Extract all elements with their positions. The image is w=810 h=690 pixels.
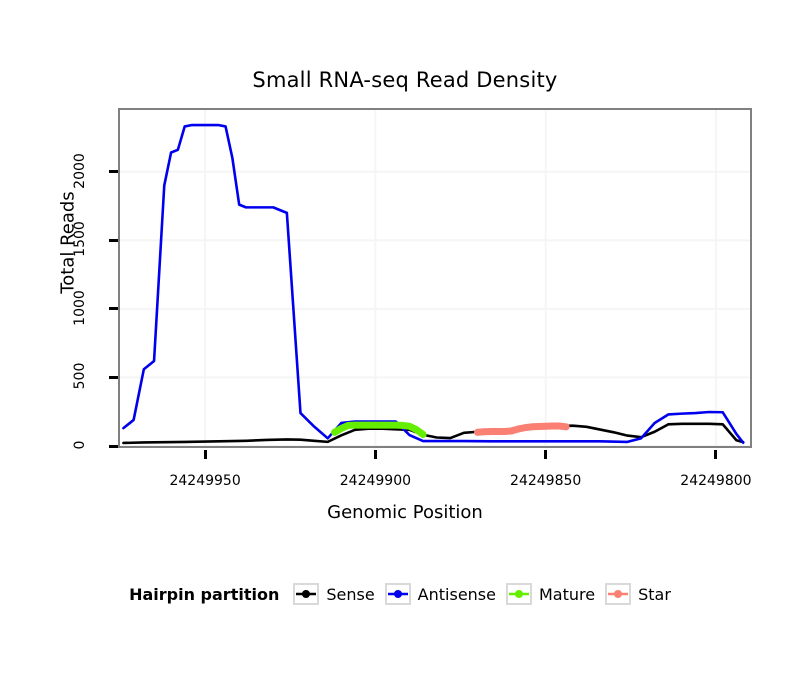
series-line-sense — [122, 422, 745, 445]
legend-label-sense: Sense — [326, 584, 375, 604]
series-point-star — [480, 428, 488, 436]
chart-legend: Hairpin partition Sense Antisense Mature St… — [0, 583, 810, 605]
y-tick-label: 1500 — [72, 221, 88, 258]
y-tick-label: 2000 — [72, 152, 88, 189]
y-tick-label: 500 — [72, 363, 88, 390]
legend-key-mature — [505, 583, 532, 605]
legend-entry-sense[interactable]: Sense — [293, 583, 375, 605]
series-point-mature — [419, 431, 427, 438]
series-point-mature — [337, 425, 345, 432]
legend-label-antisense: Antisense — [417, 584, 496, 604]
series-point-star — [542, 422, 550, 430]
plot-area — [120, 110, 750, 446]
legend-entry-mature[interactable]: Mature — [505, 583, 596, 605]
series-point-star — [562, 423, 570, 431]
plot-panel — [118, 108, 752, 448]
legend-entry-star[interactable]: Star — [605, 583, 671, 605]
series-point-mature — [331, 428, 338, 436]
series-point-star — [549, 422, 556, 430]
x-tick-mark — [373, 450, 377, 459]
series-point-mature — [358, 421, 366, 429]
series-point-star — [555, 422, 563, 430]
y-tick-label: 0 — [72, 440, 88, 450]
legend-key-sense — [293, 583, 320, 605]
series-point-star — [501, 428, 509, 435]
series-point-star — [535, 423, 543, 430]
x-axis-title: Genomic Position — [327, 502, 483, 523]
series-point-mature — [365, 421, 372, 429]
x-tick-label: 24249800 — [680, 473, 752, 489]
legend-key-antisense — [384, 583, 411, 605]
x-tick-mark — [544, 450, 548, 459]
y-tick-mark — [109, 375, 118, 379]
series-point-mature — [406, 422, 413, 430]
series-point-star — [474, 428, 481, 436]
series-point-mature — [372, 421, 379, 429]
legend-entry-antisense[interactable]: Antisense — [384, 583, 496, 605]
series-point-star — [487, 428, 495, 435]
legend-label-mature: Mature — [538, 584, 596, 604]
legend-title: Hairpin partition — [129, 584, 280, 604]
y-tick-mark — [109, 307, 118, 311]
series-line-antisense — [122, 123, 745, 445]
series-point-star — [494, 428, 502, 435]
legend-key-star — [605, 583, 632, 605]
series-point-mature — [351, 421, 359, 429]
series-point-mature — [412, 426, 420, 433]
x-tick-label: 24249850 — [510, 473, 582, 489]
series-point-star — [521, 424, 529, 432]
y-tick-mark — [109, 238, 118, 242]
x-tick-label: 24249900 — [339, 473, 412, 489]
series-point-mature — [399, 422, 407, 429]
series-point-mature — [378, 421, 386, 429]
y-tick-mark — [109, 170, 118, 174]
chart-title: Small RNA-seq Read Density — [252, 68, 558, 92]
series-point-star — [508, 427, 516, 435]
series-point-star — [515, 425, 522, 433]
legend-label-star: Star — [638, 584, 671, 604]
series-point-star — [528, 423, 536, 431]
x-tick-mark — [203, 450, 207, 459]
x-tick-label: 24249950 — [169, 473, 241, 489]
series-point-mature — [392, 421, 400, 429]
series-point-mature — [344, 422, 352, 429]
y-tick-mark — [109, 444, 118, 448]
series-point-mature — [385, 421, 393, 429]
y-tick-label: 1000 — [72, 290, 88, 326]
x-tick-mark — [714, 450, 718, 459]
